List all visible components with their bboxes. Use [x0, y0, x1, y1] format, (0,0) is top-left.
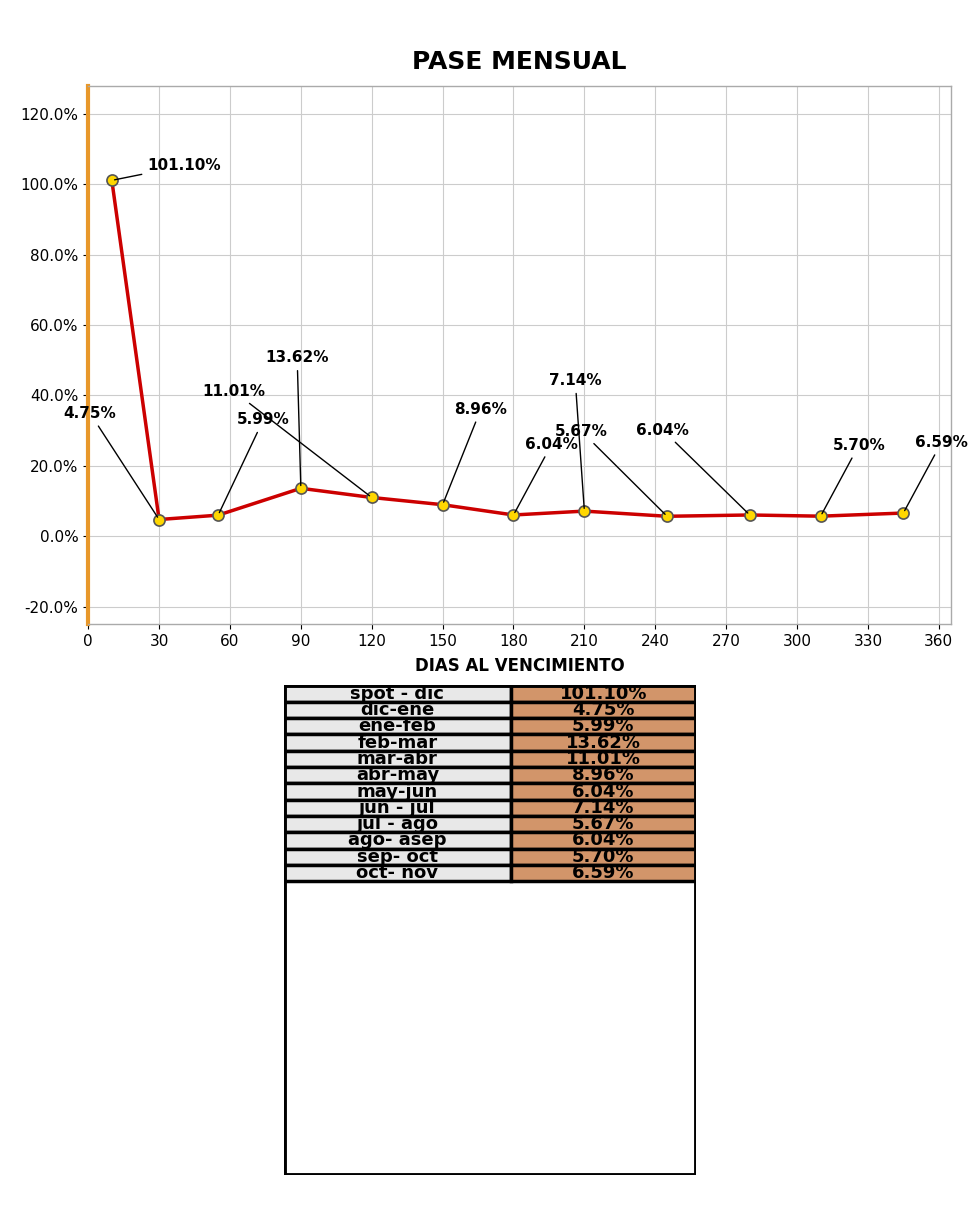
Bar [284, 685, 511, 701]
Bar [511, 718, 696, 734]
Text: 5.70%: 5.70% [572, 848, 634, 865]
Text: 5.70%: 5.70% [822, 438, 885, 514]
Text: may-jun: may-jun [357, 782, 438, 800]
Text: spot - dic: spot - dic [351, 684, 444, 703]
Text: 4.75%: 4.75% [572, 701, 634, 718]
Bar [284, 832, 511, 848]
Text: 7.14%: 7.14% [572, 799, 634, 816]
Bar [511, 734, 696, 750]
Bar [511, 848, 696, 865]
Text: 6.59%: 6.59% [905, 435, 968, 510]
Text: 5.99%: 5.99% [572, 717, 634, 736]
Text: 101.10%: 101.10% [560, 684, 647, 703]
Text: jul - ago: jul - ago [357, 815, 438, 834]
Bar [284, 799, 511, 816]
Bar [284, 816, 511, 832]
Text: oct- nov: oct- nov [357, 864, 438, 883]
Text: 11.01%: 11.01% [203, 384, 369, 496]
Bar [511, 685, 696, 701]
Text: mar-abr: mar-abr [357, 750, 438, 767]
Text: 5.67%: 5.67% [555, 424, 665, 514]
Title: PASE MENSUAL: PASE MENSUAL [413, 50, 626, 73]
Text: 13.62%: 13.62% [266, 350, 329, 486]
Text: 6.04%: 6.04% [636, 422, 748, 513]
Bar [511, 750, 696, 767]
Bar [284, 783, 511, 799]
Bar [511, 865, 696, 881]
Bar [511, 783, 696, 799]
Bar [284, 848, 511, 865]
Bar [511, 767, 696, 783]
Text: dic-ene: dic-ene [361, 701, 434, 718]
Text: sep- oct: sep- oct [357, 848, 438, 865]
Text: feb-mar: feb-mar [358, 733, 437, 752]
Text: 6.04%: 6.04% [572, 831, 634, 849]
Text: abr-may: abr-may [356, 766, 439, 785]
Text: ene-feb: ene-feb [359, 717, 436, 736]
Text: 13.62%: 13.62% [565, 733, 641, 752]
Text: 8.96%: 8.96% [572, 766, 634, 785]
Bar [284, 734, 511, 750]
Text: 5.99%: 5.99% [220, 412, 290, 513]
Text: 6.59%: 6.59% [572, 864, 634, 883]
Text: 7.14%: 7.14% [549, 373, 602, 508]
Text: 4.75%: 4.75% [64, 406, 158, 518]
Bar [511, 816, 696, 832]
Bar [511, 701, 696, 718]
Text: 101.10%: 101.10% [115, 158, 220, 180]
Bar [511, 799, 696, 816]
Text: jun - jul: jun - jul [359, 799, 436, 816]
Text: 5.67%: 5.67% [572, 815, 634, 834]
Text: 6.04%: 6.04% [514, 437, 578, 513]
Text: 8.96%: 8.96% [444, 401, 508, 502]
X-axis label: DIAS AL VENCIMIENTO: DIAS AL VENCIMIENTO [415, 657, 624, 676]
Text: 6.04%: 6.04% [572, 782, 634, 800]
Bar [284, 718, 511, 734]
Bar [284, 701, 511, 718]
Text: ago- asep: ago- asep [348, 831, 447, 849]
Bar [284, 865, 511, 881]
Bar [511, 832, 696, 848]
Bar [284, 750, 511, 767]
Bar [284, 767, 511, 783]
Text: 11.01%: 11.01% [565, 750, 641, 767]
